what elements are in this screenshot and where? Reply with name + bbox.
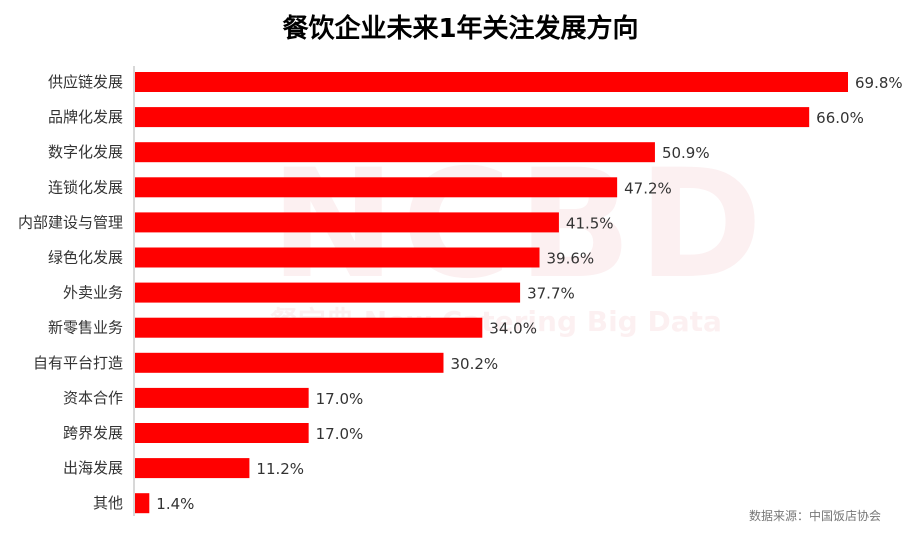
category-label: 其他 — [93, 494, 123, 512]
category-label: 自有平台打造 — [33, 354, 123, 372]
data-label: 37.7% — [527, 285, 575, 303]
bar — [135, 247, 540, 268]
bar — [135, 423, 309, 443]
category-label: 绿色化发展 — [48, 249, 123, 267]
category-label: 出海发展 — [63, 459, 123, 477]
data-label: 30.2% — [450, 355, 498, 373]
bar — [135, 493, 150, 514]
data-label: 69.8% — [855, 74, 903, 92]
data-label: 17.0% — [316, 390, 364, 408]
data-label: 1.4% — [156, 495, 194, 513]
category-label: 新零售业务 — [48, 319, 123, 337]
data-label: 39.6% — [547, 250, 595, 268]
bar — [135, 72, 848, 92]
category-label: 数字化发展 — [48, 143, 123, 161]
category-label: 供应链发展 — [48, 73, 123, 91]
bar — [135, 107, 810, 128]
bar — [135, 142, 655, 163]
category-label: 品牌化发展 — [48, 108, 123, 126]
bar — [135, 352, 444, 373]
chart-title: 餐饮企业未来1年关注发展方向 — [282, 14, 639, 44]
bar — [135, 458, 250, 479]
data-label: 47.2% — [624, 179, 672, 197]
category-label: 资本合作 — [63, 389, 123, 407]
bar — [135, 317, 483, 338]
category-label: 连锁化发展 — [48, 178, 123, 196]
data-label: 11.2% — [256, 460, 304, 478]
data-label: 34.0% — [489, 320, 537, 338]
category-label: 跨界发展 — [63, 424, 123, 442]
bar — [135, 282, 521, 303]
bar — [135, 387, 309, 408]
data-label: 50.9% — [662, 144, 710, 162]
category-label: 外卖业务 — [63, 284, 123, 302]
bar — [135, 212, 559, 233]
bar — [135, 177, 618, 198]
data-label: 17.0% — [316, 425, 364, 443]
source-note: 数据来源：中国饭店协会 — [748, 509, 881, 523]
data-label: 66.0% — [816, 109, 864, 127]
category-label: 内部建设与管理 — [18, 213, 123, 231]
data-label: 41.5% — [566, 214, 614, 232]
